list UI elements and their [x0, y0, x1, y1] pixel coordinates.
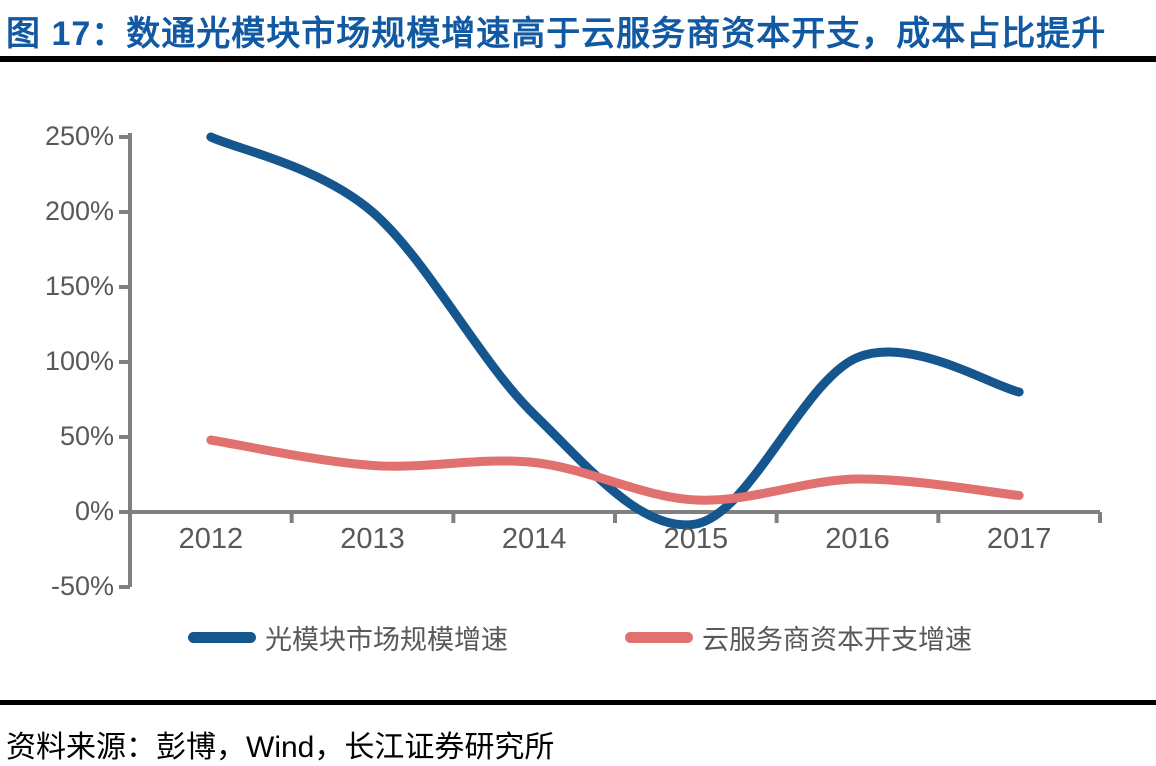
chart-axes [119, 133, 1102, 589]
y-tick-label: 50% [59, 421, 114, 451]
title-divider [0, 56, 1156, 62]
y-tick-label: -50% [50, 571, 114, 601]
chart-legend: 光模块市场规模增速 云服务商资本开支增速 [0, 618, 1156, 657]
chart-series-lines [206, 132, 1024, 530]
figure-title: 图 17：数通光模块市场规模增速高于云服务商资本开支，成本占比提升 [6, 15, 1107, 53]
y-tick-label: 0% [74, 496, 114, 526]
legend-label-series2: 云服务商资本开支增速 [702, 625, 972, 655]
series-line-1 [206, 132, 1024, 530]
source-note: 资料来源：彭博，Wind，长江证券研究所 [6, 731, 555, 764]
y-tick-label: 200% [44, 196, 114, 226]
series2-line-swatch [625, 632, 693, 643]
x-tick-label: 2014 [501, 523, 567, 555]
legend-item-series2: 云服务商资本开支增速 [625, 618, 972, 657]
legend-label-series1: 光模块市场规模增速 [265, 625, 508, 655]
series-line-2 [206, 435, 1024, 505]
footer-divider [0, 700, 1156, 705]
line-chart-canvas [119, 132, 1102, 589]
y-tick-label: 250% [44, 121, 114, 151]
x-tick-label: 2015 [663, 523, 729, 555]
series1-line-swatch [188, 632, 256, 643]
y-tick-label: 150% [44, 271, 114, 301]
x-tick-label: 2013 [340, 523, 405, 555]
x-tick-label: 2017 [986, 523, 1052, 555]
x-tick-label: 2016 [825, 523, 890, 555]
legend-item-series1: 光模块市场规模增速 [188, 618, 508, 657]
y-tick-label: 100% [44, 346, 114, 376]
x-tick-label: 2012 [178, 523, 244, 555]
